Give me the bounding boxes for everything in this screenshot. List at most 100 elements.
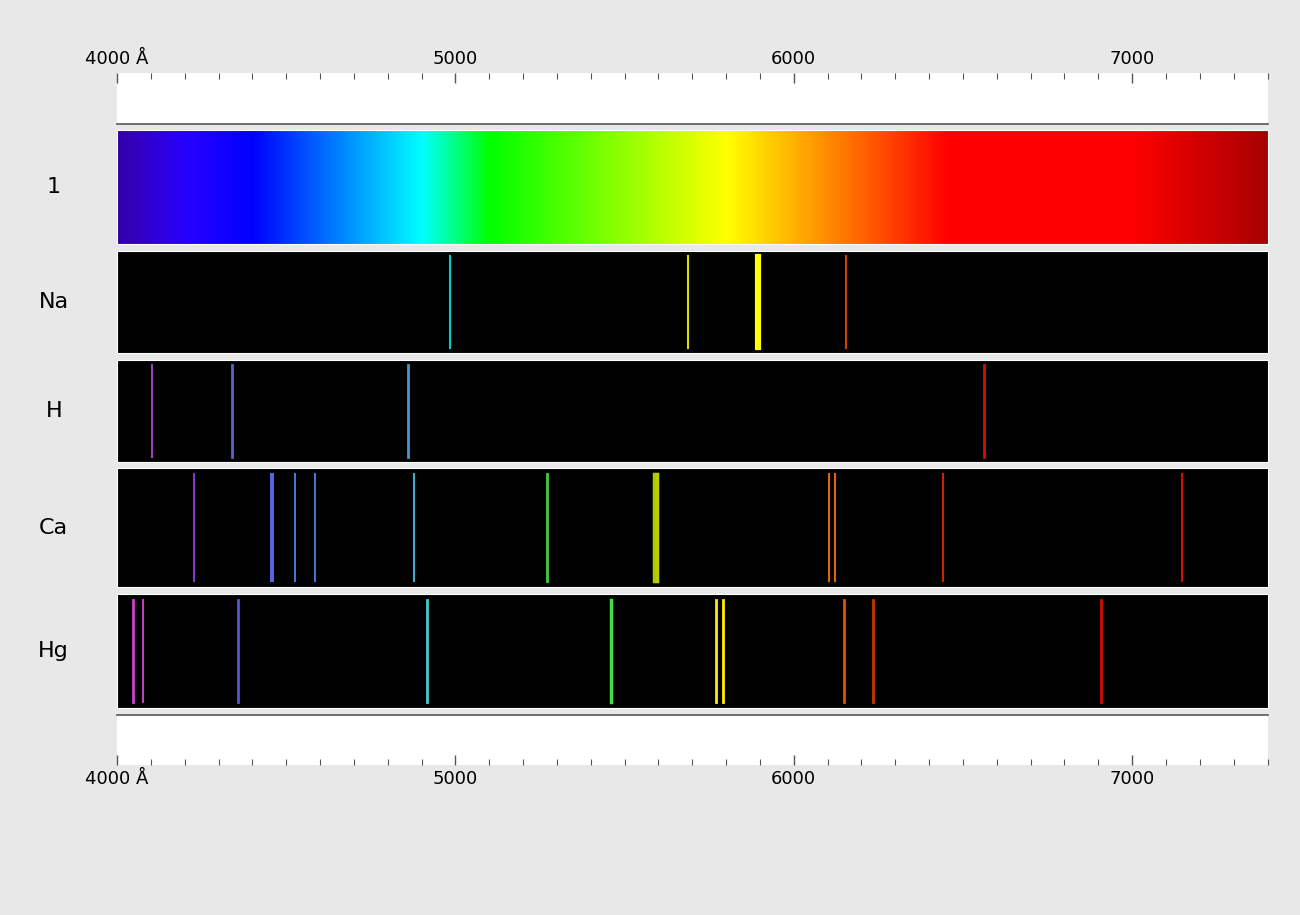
Bar xyxy=(930,130,931,244)
Bar xyxy=(334,130,335,244)
Bar xyxy=(517,130,520,244)
Bar xyxy=(1148,130,1149,244)
Bar xyxy=(850,130,852,244)
Bar xyxy=(1117,130,1118,244)
Bar xyxy=(1208,130,1210,244)
Bar xyxy=(246,130,247,244)
Bar xyxy=(952,130,954,244)
Bar xyxy=(229,130,230,244)
Bar xyxy=(1256,130,1257,244)
Bar xyxy=(179,130,181,244)
Bar xyxy=(801,130,802,244)
Bar xyxy=(152,130,153,244)
Bar xyxy=(186,130,187,244)
Bar xyxy=(1074,130,1075,244)
Bar xyxy=(762,130,763,244)
Bar xyxy=(538,130,539,244)
Bar xyxy=(1210,130,1212,244)
Bar xyxy=(615,130,616,244)
Bar xyxy=(818,130,819,244)
Bar xyxy=(169,130,172,244)
Bar xyxy=(1023,130,1024,244)
Bar xyxy=(373,130,374,244)
Bar xyxy=(898,130,900,244)
Bar xyxy=(1225,130,1226,244)
Bar xyxy=(753,130,755,244)
Bar xyxy=(1145,130,1148,244)
Bar xyxy=(775,130,776,244)
Bar xyxy=(274,130,277,244)
Bar xyxy=(950,130,952,244)
Bar xyxy=(377,130,378,244)
Bar xyxy=(672,130,675,244)
Bar xyxy=(1157,130,1160,244)
Bar xyxy=(797,130,800,244)
Bar xyxy=(696,130,697,244)
Bar xyxy=(540,130,541,244)
Bar xyxy=(316,130,317,244)
Bar xyxy=(1050,130,1052,244)
Bar xyxy=(1037,130,1039,244)
Bar xyxy=(1089,130,1092,244)
Bar xyxy=(585,130,588,244)
Bar xyxy=(620,130,621,244)
Bar xyxy=(776,130,777,244)
Bar xyxy=(653,130,654,244)
Bar xyxy=(1105,130,1106,244)
Bar xyxy=(815,130,818,244)
Bar xyxy=(1018,130,1019,244)
Bar xyxy=(710,130,712,244)
Bar xyxy=(1048,130,1049,244)
Bar xyxy=(451,130,452,244)
Bar xyxy=(205,130,208,244)
Bar xyxy=(191,130,192,244)
Bar xyxy=(881,130,883,244)
Bar xyxy=(996,130,998,244)
Bar xyxy=(612,130,614,244)
Bar xyxy=(389,130,390,244)
Bar xyxy=(740,130,741,244)
Bar xyxy=(724,130,725,244)
Bar xyxy=(1162,130,1164,244)
Bar xyxy=(240,130,242,244)
Bar xyxy=(1212,130,1213,244)
Bar xyxy=(452,130,454,244)
Bar xyxy=(998,130,1000,244)
Bar xyxy=(845,130,846,244)
Bar xyxy=(1216,130,1217,244)
Bar xyxy=(560,130,563,244)
Bar xyxy=(420,130,421,244)
Bar xyxy=(278,130,280,244)
Bar xyxy=(1170,130,1173,244)
Bar xyxy=(833,130,835,244)
Bar xyxy=(194,130,196,244)
Bar xyxy=(174,130,177,244)
Bar xyxy=(1067,130,1069,244)
Bar xyxy=(391,130,393,244)
Bar xyxy=(645,130,646,244)
Bar xyxy=(641,130,644,244)
Bar xyxy=(1238,130,1240,244)
Bar xyxy=(766,130,768,244)
Bar xyxy=(1184,130,1186,244)
Bar xyxy=(135,130,136,244)
Bar xyxy=(608,130,610,244)
Bar xyxy=(758,130,759,244)
Bar xyxy=(807,130,809,244)
Bar xyxy=(308,130,309,244)
Bar xyxy=(1164,130,1166,244)
Bar xyxy=(651,130,653,244)
Bar xyxy=(291,130,292,244)
Bar xyxy=(117,130,118,244)
Bar xyxy=(780,130,781,244)
Bar xyxy=(578,130,581,244)
Bar xyxy=(1131,130,1132,244)
Bar xyxy=(942,130,944,244)
Bar xyxy=(701,130,702,244)
Bar xyxy=(1041,130,1043,244)
Bar xyxy=(697,130,699,244)
Bar xyxy=(852,130,853,244)
Bar xyxy=(532,130,533,244)
Bar xyxy=(1020,130,1023,244)
Bar xyxy=(304,130,306,244)
